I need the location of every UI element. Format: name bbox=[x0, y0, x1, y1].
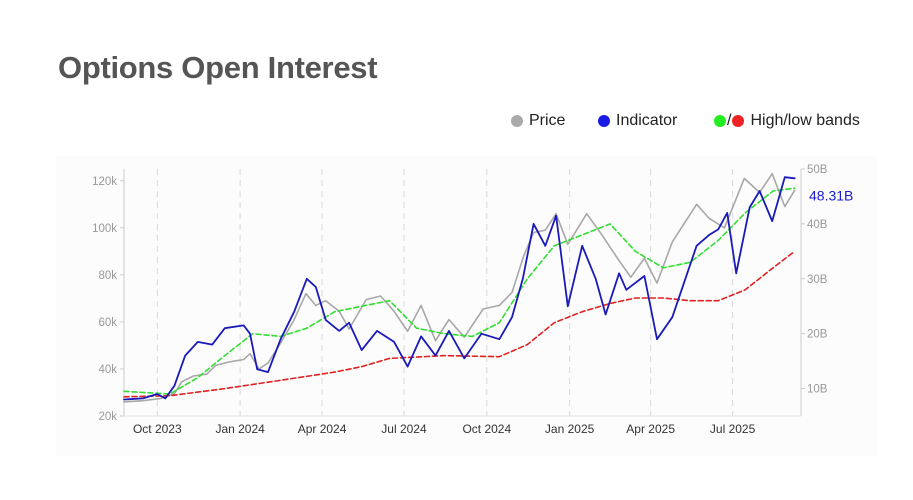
x-tick-label: Jan 2025 bbox=[545, 422, 595, 436]
chart-legend: Price Indicator / High/low bands bbox=[0, 112, 913, 138]
low-band-dot-icon bbox=[732, 115, 745, 127]
chart-axes bbox=[120, 168, 805, 417]
x-tick-label: Oct 2024 bbox=[462, 422, 511, 436]
high-band-dot-icon bbox=[714, 115, 726, 127]
low-band-line bbox=[123, 250, 796, 398]
page-title: Options Open Interest bbox=[58, 50, 378, 85]
x-tick-label: Apr 2025 bbox=[626, 422, 675, 436]
left-tick-label: 80k bbox=[98, 270, 117, 282]
legend-slash: / bbox=[727, 112, 732, 129]
left-tick-label: 120k bbox=[92, 176, 117, 188]
x-tick-label: Apr 2024 bbox=[298, 422, 347, 436]
chart-area: Oct 2023 Jan 2024 Apr 2024 Jul 2024 Oct 2024… bbox=[56, 156, 878, 456]
price-line bbox=[123, 172, 796, 403]
price-dot-icon bbox=[511, 115, 523, 127]
right-tick-label: 10B bbox=[807, 384, 828, 396]
legend-label-indicator: Indicator bbox=[616, 112, 678, 129]
right-tick-label: 30B bbox=[807, 274, 828, 286]
x-tick-label: Oct 2023 bbox=[133, 422, 182, 436]
left-tick-label: 40k bbox=[98, 364, 117, 376]
left-tick-label: 60k bbox=[98, 317, 117, 329]
chart-svg: Oct 2023 Jan 2024 Apr 2024 Jul 2024 Oct 2024… bbox=[92, 164, 853, 436]
right-tick-label: 40B bbox=[807, 219, 828, 231]
indicator-line bbox=[123, 176, 796, 401]
legend-item-bands[interactable]: / High/low bands bbox=[714, 112, 860, 130]
left-tick-label: 20k bbox=[98, 411, 117, 423]
right-tick-label: 50B bbox=[807, 164, 828, 176]
right-tick-label: 20B bbox=[807, 329, 828, 341]
legend-label-price: Price bbox=[529, 112, 566, 129]
chart-labels: Oct 2023 Jan 2024 Apr 2024 Jul 2024 Oct 2024… bbox=[92, 164, 853, 436]
left-tick-label: 100k bbox=[92, 223, 117, 235]
x-tick-label: Jan 2024 bbox=[215, 422, 265, 436]
legend-item-indicator[interactable]: Indicator bbox=[598, 112, 677, 130]
legend-item-price[interactable]: Price bbox=[511, 112, 565, 130]
legend-label-bands: High/low bands bbox=[750, 112, 860, 129]
indicator-dot-icon bbox=[598, 115, 610, 127]
chart-lines bbox=[123, 172, 796, 403]
x-tick-label: Jul 2024 bbox=[381, 422, 427, 436]
chart-grid bbox=[156, 169, 734, 416]
indicator-last-value-label: 48.31B bbox=[809, 187, 853, 203]
x-tick-label: Jul 2025 bbox=[710, 422, 756, 436]
